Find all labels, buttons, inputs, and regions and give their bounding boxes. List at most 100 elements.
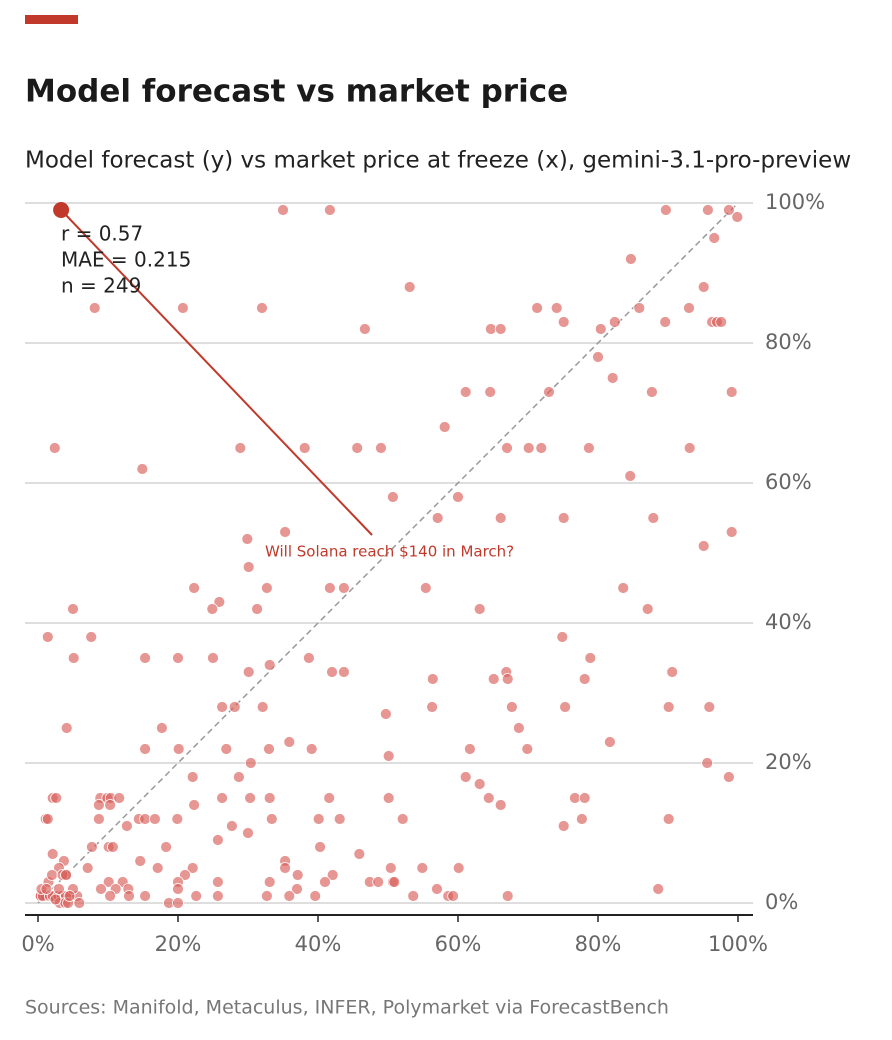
point (242, 666, 255, 678)
point (86, 841, 98, 853)
annotation-label: Will Solana reach $140 in March? (265, 543, 514, 561)
point (659, 316, 672, 328)
point (463, 743, 476, 755)
point (172, 652, 184, 664)
point (211, 834, 224, 846)
point (396, 813, 409, 825)
point (60, 869, 72, 881)
point (431, 883, 443, 895)
point (186, 771, 199, 783)
point (188, 799, 201, 811)
point (263, 876, 276, 888)
point (46, 869, 58, 881)
point (452, 862, 465, 874)
point (251, 603, 264, 615)
point (556, 631, 569, 643)
point (207, 652, 219, 664)
point (139, 813, 152, 825)
point (279, 862, 292, 874)
point (121, 820, 133, 832)
point (151, 862, 164, 874)
point (49, 893, 62, 906)
point (241, 533, 254, 545)
point (353, 848, 366, 860)
point (319, 876, 331, 888)
y-tick-label: 100% (765, 190, 825, 214)
point (557, 820, 570, 832)
point (617, 582, 630, 594)
point (63, 890, 76, 902)
point (48, 442, 61, 454)
point (256, 302, 268, 314)
point (67, 652, 80, 664)
point (431, 512, 444, 524)
point (459, 386, 472, 398)
point (73, 897, 86, 909)
point (139, 652, 152, 664)
point (372, 876, 385, 888)
point (578, 792, 591, 804)
point (160, 841, 173, 853)
point (386, 491, 399, 503)
point (93, 799, 105, 811)
point (559, 701, 571, 713)
point (314, 841, 327, 853)
point (228, 701, 241, 713)
point (701, 757, 714, 769)
point (172, 743, 185, 755)
point (608, 316, 621, 328)
point (594, 323, 607, 335)
point (41, 813, 54, 825)
point (102, 876, 115, 888)
point (494, 512, 507, 524)
point (708, 232, 721, 244)
point (220, 743, 233, 755)
point (521, 743, 534, 755)
point (683, 442, 696, 454)
point (337, 582, 350, 594)
overlay: Will Solana reach $140 in March? r = 0.57… (53, 202, 514, 561)
point (206, 603, 219, 615)
point (242, 827, 254, 839)
point (283, 890, 296, 902)
point (535, 442, 548, 454)
point (501, 890, 514, 902)
source-note: Sources: Manifold, Metaculus, INFER, Pol… (25, 997, 669, 1019)
point (715, 316, 728, 328)
point (60, 722, 73, 734)
point (188, 582, 201, 594)
point (725, 386, 738, 398)
point (452, 491, 464, 503)
point (543, 386, 555, 398)
point (447, 890, 460, 902)
point (291, 869, 304, 881)
point (123, 890, 135, 902)
point (624, 470, 637, 482)
point (569, 792, 581, 804)
point (46, 848, 59, 860)
point (234, 442, 247, 454)
points (34, 204, 744, 909)
point (53, 883, 65, 895)
point (277, 204, 289, 216)
x-tick-label: 0% (21, 932, 54, 956)
point (625, 253, 637, 265)
y-tick-label: 40% (765, 610, 812, 634)
point (662, 701, 675, 713)
x-tick-label: 40% (295, 932, 342, 956)
point (666, 666, 679, 678)
point (136, 463, 149, 475)
point (702, 204, 714, 216)
accent-bar (25, 15, 78, 24)
y-tick-label: 60% (765, 470, 812, 494)
point (382, 750, 395, 762)
point (81, 862, 94, 874)
point (513, 722, 525, 734)
chart-subtitle: Model forecast (y) vs market price at fr… (25, 148, 851, 174)
point (725, 526, 738, 538)
point (148, 813, 161, 825)
point (703, 701, 716, 713)
point (384, 862, 397, 874)
point (522, 442, 535, 454)
